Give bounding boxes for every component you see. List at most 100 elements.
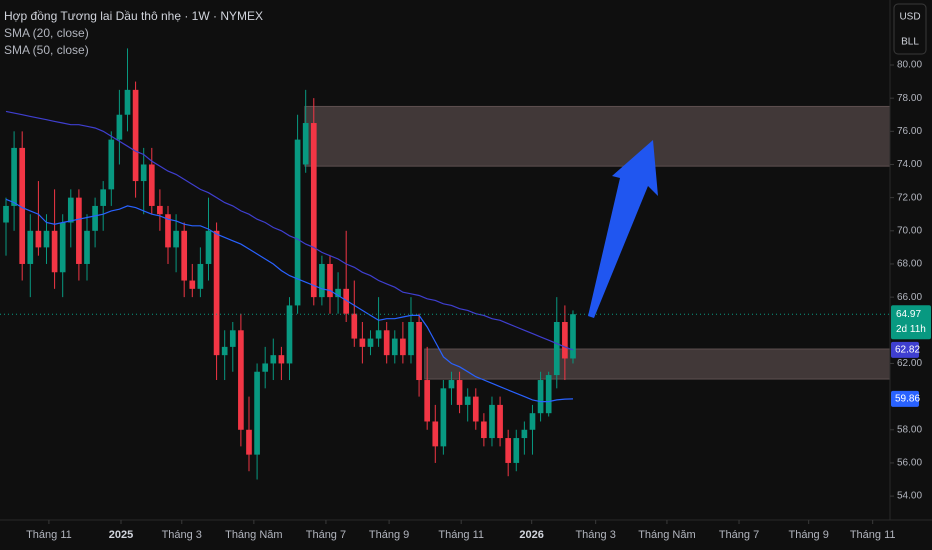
candle-body bbox=[400, 338, 406, 356]
candle-body bbox=[205, 230, 212, 264]
currency-button[interactable] bbox=[893, 3, 927, 55]
candle-body bbox=[35, 230, 42, 248]
candle-body bbox=[489, 404, 495, 439]
candle-body bbox=[108, 139, 115, 190]
candle-body bbox=[529, 413, 536, 430]
axes: 80.00 78.00 76.00 74.00 72.00 70.00 68.00 66.00… bbox=[26, 60, 922, 541]
x-tick-label: Tháng 11 bbox=[850, 529, 896, 541]
candle-body bbox=[521, 429, 528, 439]
x-tick-label: Tháng 11 bbox=[438, 529, 484, 541]
candle-body bbox=[570, 314, 576, 359]
y-tick-label: 74.00 bbox=[897, 159, 922, 170]
candle-body bbox=[440, 388, 447, 447]
x-tick-label: Tháng 3 bbox=[575, 529, 615, 541]
candle-body bbox=[157, 205, 163, 215]
candle-body bbox=[302, 123, 309, 165]
candle-body bbox=[221, 346, 228, 356]
candle-body bbox=[286, 305, 293, 364]
candle-body bbox=[351, 313, 358, 339]
zones bbox=[304, 105, 891, 380]
unit: BLL bbox=[901, 37, 919, 48]
candle-body bbox=[181, 230, 188, 281]
y-tick-label: 54.00 bbox=[897, 491, 922, 502]
candle-body bbox=[43, 230, 50, 248]
candle-body bbox=[472, 396, 479, 422]
candle-body bbox=[140, 164, 147, 182]
sma-line bbox=[5, 198, 574, 403]
candle-body bbox=[416, 321, 422, 381]
candle-body bbox=[197, 263, 204, 289]
candle-body bbox=[294, 139, 301, 306]
candle-body bbox=[432, 421, 439, 447]
y-tick-label: 66.00 bbox=[897, 292, 922, 303]
x-tick-label: Tháng 9 bbox=[369, 529, 409, 541]
candle-body bbox=[27, 230, 34, 264]
plot bbox=[0, 48, 890, 480]
x-tick-label: Tháng 9 bbox=[788, 529, 828, 541]
candle-body bbox=[335, 288, 341, 298]
candle-body bbox=[262, 363, 269, 372]
candle-body bbox=[424, 380, 431, 422]
candle-body bbox=[375, 330, 382, 339]
candle-body bbox=[270, 355, 277, 364]
x-tick-label: Tháng 11 bbox=[26, 529, 72, 541]
candle-body bbox=[505, 438, 512, 463]
candle-body bbox=[238, 330, 244, 430]
legend-entry: SMA (50, close) bbox=[4, 43, 89, 57]
candle-body bbox=[254, 371, 260, 455]
candle-body bbox=[367, 338, 374, 347]
x-tick-label: Tháng Năm bbox=[225, 529, 282, 541]
candle-body bbox=[513, 438, 520, 463]
arrow bbox=[588, 140, 658, 318]
price-badge-label: 64.97 bbox=[896, 309, 921, 320]
candle-body bbox=[545, 375, 552, 414]
y-tick-label: 70.00 bbox=[897, 225, 922, 236]
x-tick-label: Tháng 7 bbox=[306, 529, 346, 541]
sma-badge-label: 59.86 bbox=[895, 394, 920, 405]
candle-body bbox=[310, 123, 317, 298]
candle-body bbox=[448, 380, 455, 389]
y-tick-label: 58.00 bbox=[897, 424, 922, 435]
candle-body bbox=[497, 404, 503, 439]
countdown: 2d 11h bbox=[896, 324, 926, 335]
candle-body bbox=[481, 421, 487, 439]
y-tick-label: 76.00 bbox=[897, 126, 922, 137]
candle-body bbox=[92, 205, 98, 231]
candle-body bbox=[165, 214, 171, 248]
candle-body bbox=[562, 321, 568, 359]
candle-body bbox=[213, 230, 220, 356]
zone bbox=[304, 105, 891, 167]
candle-body bbox=[408, 321, 414, 356]
candle-body bbox=[59, 222, 66, 273]
candle-body bbox=[51, 230, 58, 273]
y-tick-label: 80.00 bbox=[897, 60, 922, 71]
y-tick-label: 72.00 bbox=[897, 192, 922, 203]
candle-body bbox=[319, 263, 325, 298]
candle-body bbox=[173, 230, 179, 248]
x-tick-label: 2025 bbox=[109, 529, 133, 541]
currency: USD bbox=[899, 12, 920, 23]
candle-body bbox=[343, 288, 350, 314]
y-tick-label: 68.00 bbox=[897, 259, 922, 270]
y-tick-label: 56.00 bbox=[897, 458, 922, 469]
chart-title: Hợp đồng Tương lai Dầu thô nhẹ · 1W · NY… bbox=[4, 9, 263, 23]
candle-body bbox=[456, 380, 463, 405]
price-badge bbox=[891, 305, 931, 340]
candle-body bbox=[84, 230, 90, 264]
candle-body bbox=[67, 197, 74, 223]
x-tick-label: Tháng 3 bbox=[162, 529, 202, 541]
zone bbox=[424, 348, 891, 380]
candle-body bbox=[229, 330, 236, 347]
candle-body bbox=[100, 189, 107, 206]
candle-body bbox=[116, 114, 123, 140]
sma-badge bbox=[891, 390, 919, 407]
candle-body bbox=[189, 280, 196, 289]
sma-line bbox=[5, 110, 574, 351]
candle-body bbox=[391, 338, 398, 356]
legend-entry: SMA (20, close) bbox=[4, 26, 89, 40]
x-tick-label: Tháng Năm bbox=[638, 529, 695, 541]
candle-body bbox=[11, 147, 17, 206]
sma-badge bbox=[891, 341, 919, 358]
candle-body bbox=[278, 355, 285, 364]
candle-body bbox=[132, 89, 139, 182]
